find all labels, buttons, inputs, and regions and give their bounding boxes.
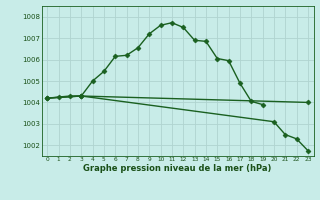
- X-axis label: Graphe pression niveau de la mer (hPa): Graphe pression niveau de la mer (hPa): [84, 164, 272, 173]
